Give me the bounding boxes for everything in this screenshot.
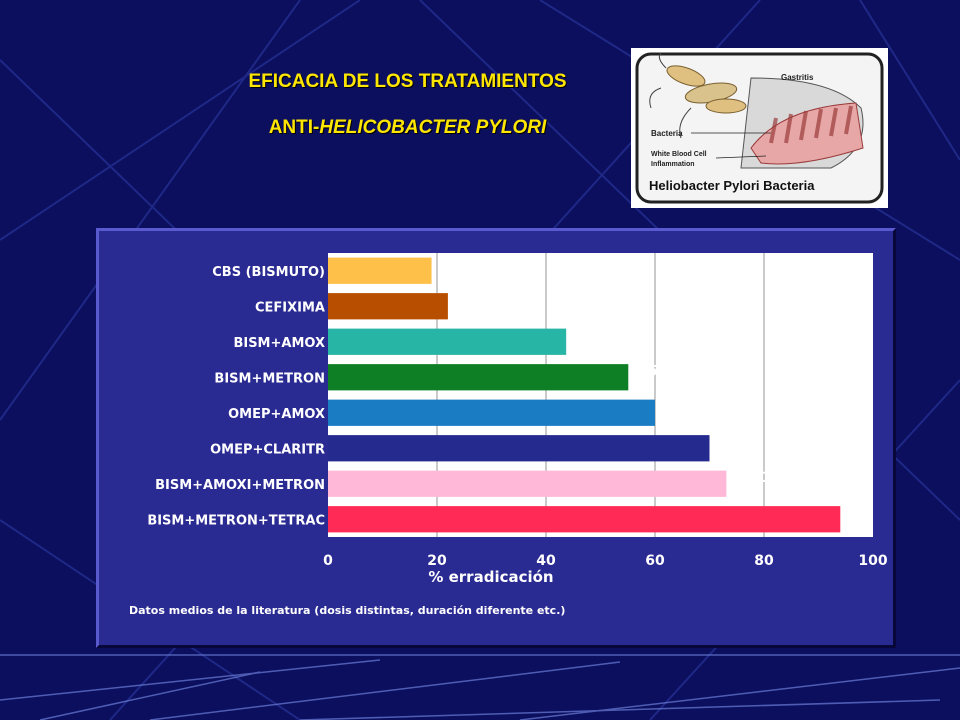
value-label-4: 60 [665, 399, 685, 415]
x-tick-100: 100 [858, 553, 887, 569]
value-label-1: 22 [458, 292, 477, 308]
slide-title-line2: ANTI-HELICOBACTER PYLORI [180, 116, 635, 139]
value-label-0: 19 [442, 257, 461, 273]
label-bacteria: Bacteria [651, 129, 683, 138]
bacteria-shape [649, 52, 747, 139]
value-labels: 19 22 43,7 55,1 60 70 73,1 94 [442, 257, 870, 522]
x-tick-0: 0 [323, 553, 333, 569]
value-label-5: 70 [720, 434, 740, 450]
bar-6 [328, 470, 727, 497]
bar-2 [328, 328, 567, 355]
category-label-5: OMEP+CLARITR [210, 442, 325, 457]
category-label-6: BISM+AMOXI+METRON [155, 478, 325, 493]
stomach-lining-shape [750, 102, 864, 165]
category-label-7: BISM+METRON+TETRAC [147, 513, 325, 528]
chart-note: Datos medios de la literatura (dosis dis… [129, 604, 565, 617]
category-label-1: CEFIXIMA [255, 300, 325, 315]
label-wbc-2: Inflammation [651, 161, 695, 168]
x-tick-20: 20 [427, 553, 447, 569]
helicobacter-illustration: Gastritis Bacteria White Blood Cell Infl… [631, 48, 888, 208]
bar-1 [328, 293, 448, 320]
title-italic: HELICOBACTER PYLORI [319, 117, 547, 138]
title-prefix: ANTI- [268, 117, 320, 138]
bars [328, 257, 841, 533]
x-axis-label: % erradicación [428, 568, 553, 586]
x-tick-labels: 0 20 40 60 80 100 [323, 553, 888, 569]
x-tick-80: 80 [754, 553, 774, 569]
image-caption: Heliobacter Pylori Bacteria [649, 178, 815, 193]
slide-title-line1: EFICACIA DE LOS TRATAMIENTOS [248, 71, 567, 92]
category-label-3: BISM+METRON [214, 371, 325, 386]
x-tick-40: 40 [536, 553, 556, 569]
label-gastritis: Gastritis [781, 73, 814, 82]
category-label-0: CBS (BISMUTO) [212, 265, 325, 280]
value-label-2: 43,7 [576, 328, 611, 344]
category-label-4: OMEP+AMOX [228, 407, 325, 422]
bar-5 [328, 435, 710, 462]
bar-chart: CBS (BISMUTO) CEFIXIMA BISM+AMOX BISM+METRO… [129, 253, 888, 617]
value-label-6: 73,1 [736, 470, 771, 486]
value-label-3: 55,1 [638, 363, 673, 379]
chart-panel: CBS (BISMUTO) CEFIXIMA BISM+AMOX BISM+METRO… [96, 228, 896, 648]
bar-7 [328, 506, 841, 533]
bar-0 [328, 257, 432, 284]
x-tick-60: 60 [645, 553, 665, 569]
value-label-7: 94 [850, 505, 870, 521]
category-label-2: BISM+AMOX [233, 336, 325, 351]
label-wbc-1: White Blood Cell [651, 151, 707, 158]
bar-3 [328, 364, 629, 391]
category-labels: CBS (BISMUTO) CEFIXIMA BISM+AMOX BISM+METRO… [147, 265, 325, 529]
bar-4 [328, 399, 655, 426]
